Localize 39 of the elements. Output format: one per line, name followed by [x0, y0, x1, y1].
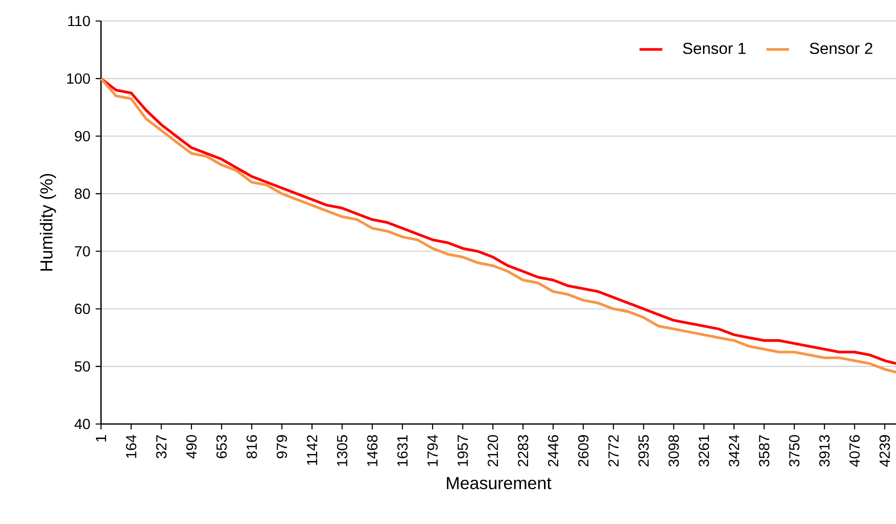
x-tick-label: 3098 [668, 435, 679, 467]
x-tick-label: 490 [186, 435, 197, 459]
x-tick-label: 1794 [427, 434, 438, 466]
x-tick-label: 1631 [397, 435, 408, 466]
y-tick-label: 100 [67, 73, 90, 84]
x-tick-label: 3587 [758, 435, 770, 467]
x-tick-label: 2772 [608, 435, 619, 466]
x-tick-label: 979 [276, 435, 288, 458]
x-tick-label: 2120 [488, 435, 498, 466]
y-tick-label: 40 [74, 418, 90, 430]
x-tick-label: 3424 [728, 434, 740, 467]
y-tick-label: 50 [74, 361, 90, 372]
x-tick-label: 1468 [367, 435, 378, 466]
y-tick-label: 70 [74, 246, 90, 256]
y-tick-label: 80 [74, 188, 90, 199]
x-axis-title: Measurement [446, 477, 552, 490]
x-tick-label: 1305 [336, 435, 348, 466]
x-tick-label: 2283 [518, 435, 528, 466]
x-tick-label: 1 [96, 435, 106, 442]
x-tick-label: 2935 [638, 435, 649, 466]
legend-label: Sensor 2 [810, 42, 872, 54]
x-tick-label: 164 [126, 434, 136, 458]
legend-label: Sensor 1 [683, 42, 746, 54]
x-tick-label: 2609 [578, 435, 588, 466]
y-tick-label: 90 [74, 130, 90, 142]
x-tick-label: 327 [156, 435, 166, 458]
y-tick-label: 110 [68, 16, 90, 26]
y-axis-title: Humidity (%) [40, 174, 56, 271]
x-tick-label: 653 [216, 435, 227, 458]
y-tick-label: 60 [74, 304, 90, 314]
x-tick-label: 816 [246, 435, 257, 458]
x-tick-label: 3913 [819, 435, 830, 467]
x-tick-label: 4076 [849, 435, 860, 467]
x-tick-label: 3750 [789, 435, 800, 467]
x-tick-label: 1142 [306, 435, 318, 465]
x-tick-label: 3261 [698, 435, 710, 467]
x-tick-label: 1957 [458, 435, 468, 466]
x-tick-label: 2446 [548, 435, 558, 466]
x-tick-label: 4239 [880, 435, 890, 467]
